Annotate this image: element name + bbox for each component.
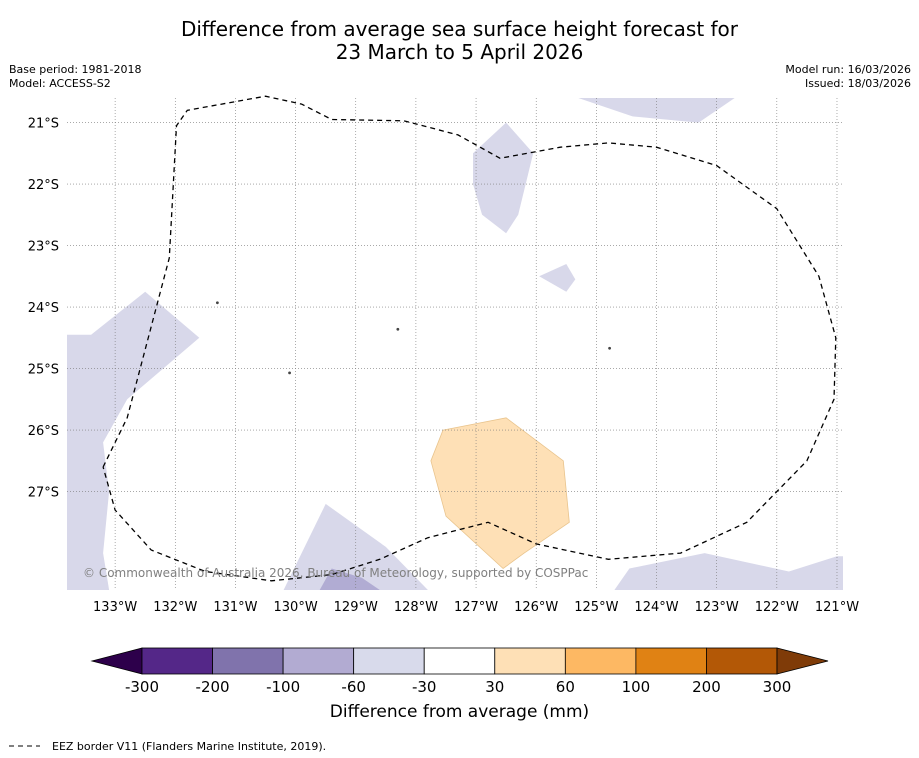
lon-tick-label: 121°W [815, 600, 859, 615]
islands-layer [215, 301, 611, 375]
lon-tick-label: 129°W [334, 600, 378, 615]
colorbar-tick: 200 [692, 678, 721, 696]
colorbar-bin [494, 647, 566, 675]
title-line-2: 23 March to 5 April 2026 [335, 40, 584, 64]
region-west [67, 291, 200, 590]
base-period: Base period: 1981-2018 [9, 63, 142, 76]
island-4 [608, 346, 611, 350]
footer-text: EEZ border V11 (Flanders Marine Institut… [52, 740, 327, 753]
colorbar-tick-labels: -300 -200 -100 -60 -30 30 60 100 200 300 [125, 678, 791, 696]
lon-tick-label: 130°W [274, 600, 318, 615]
colorbar-label: Difference from average (mm) [329, 702, 590, 722]
longitude-labels: 133°W 132°W 131°W 130°W 129°W 128°W 127°W 126°W… [93, 600, 859, 615]
colorbar-tick: -100 [266, 678, 300, 696]
colorbar-tick: 60 [556, 678, 575, 696]
lon-tick-label: 125°W [574, 600, 618, 615]
colorbar-tick: -200 [196, 678, 230, 696]
latitude-labels: 21°S 22°S 23°S 24°S 25°S 26°S 27°S [28, 117, 59, 501]
lon-tick-label: 122°W [755, 600, 799, 615]
model-name: Model: ACCESS-S2 [9, 77, 111, 90]
colorbar-tick: -30 [412, 678, 437, 696]
lon-tick-label: 131°W [213, 600, 257, 615]
island-1 [215, 301, 219, 305]
colorbar-tick: 30 [485, 678, 504, 696]
lon-tick-label: 128°W [394, 600, 438, 615]
colorbar-tick: -300 [125, 678, 159, 696]
meta-left: Base period: 1981-2018 Model: ACCESS-S2 [9, 63, 141, 91]
colorbar-tick: 300 [763, 678, 792, 696]
lon-tick-label: 126°W [514, 600, 558, 615]
title-line-1: Difference from average sea surface heig… [180, 17, 739, 41]
model-run: Model run: 16/03/2026 [785, 63, 911, 76]
colorbar-bin [353, 647, 425, 675]
eez-border [102, 95, 837, 582]
colorbar-bin [564, 647, 637, 675]
lon-tick-label: 132°W [153, 600, 197, 615]
eez-border-layer [102, 95, 837, 582]
region-small-patch [539, 264, 576, 292]
colorbar-bin [423, 647, 496, 675]
colorbar-tick: 100 [622, 678, 651, 696]
gridlines [67, 98, 843, 590]
lon-tick-label: 123°W [695, 600, 739, 615]
chart-title: Difference from average sea surface heig… [0, 18, 919, 64]
issued-date: Issued: 18/03/2026 [804, 77, 911, 90]
anomaly-regions [67, 98, 843, 590]
attribution-text: © Commonwealth of Australia 2026, Bureau… [83, 566, 588, 580]
lon-tick-label: 124°W [634, 600, 678, 615]
island-3 [288, 371, 291, 375]
lat-tick-label: 25°S [28, 363, 59, 378]
lat-tick-label: 27°S [28, 486, 59, 501]
colorbar-bin [282, 647, 355, 675]
island-2 [396, 327, 400, 331]
footer-legend-symbol: -- -- -- [9, 745, 40, 747]
region-south-central [283, 503, 428, 590]
region-south-east [614, 553, 843, 590]
region-positive-center [430, 417, 570, 570]
colorbar-under-arrow [90, 647, 143, 675]
meta-right: Model run: 16/03/2026 Issued: 18/03/2026 [785, 63, 911, 91]
lon-tick-label: 133°W [93, 600, 137, 615]
colorbar-bin [141, 647, 213, 675]
colorbar-bin [212, 647, 284, 675]
colorbar [90, 647, 829, 675]
colorbar-over-arrow [776, 647, 829, 675]
lat-tick-label: 26°S [28, 424, 59, 439]
lat-tick-label: 23°S [28, 240, 59, 255]
region-north-center [473, 122, 534, 234]
colorbar-tick: -60 [341, 678, 366, 696]
colorbar-bin [635, 647, 707, 675]
lat-tick-label: 24°S [28, 301, 59, 316]
lat-tick-label: 21°S [28, 117, 59, 132]
lon-tick-label: 127°W [454, 600, 498, 615]
lat-tick-label: 22°S [28, 178, 59, 193]
colorbar-bin [706, 647, 778, 675]
